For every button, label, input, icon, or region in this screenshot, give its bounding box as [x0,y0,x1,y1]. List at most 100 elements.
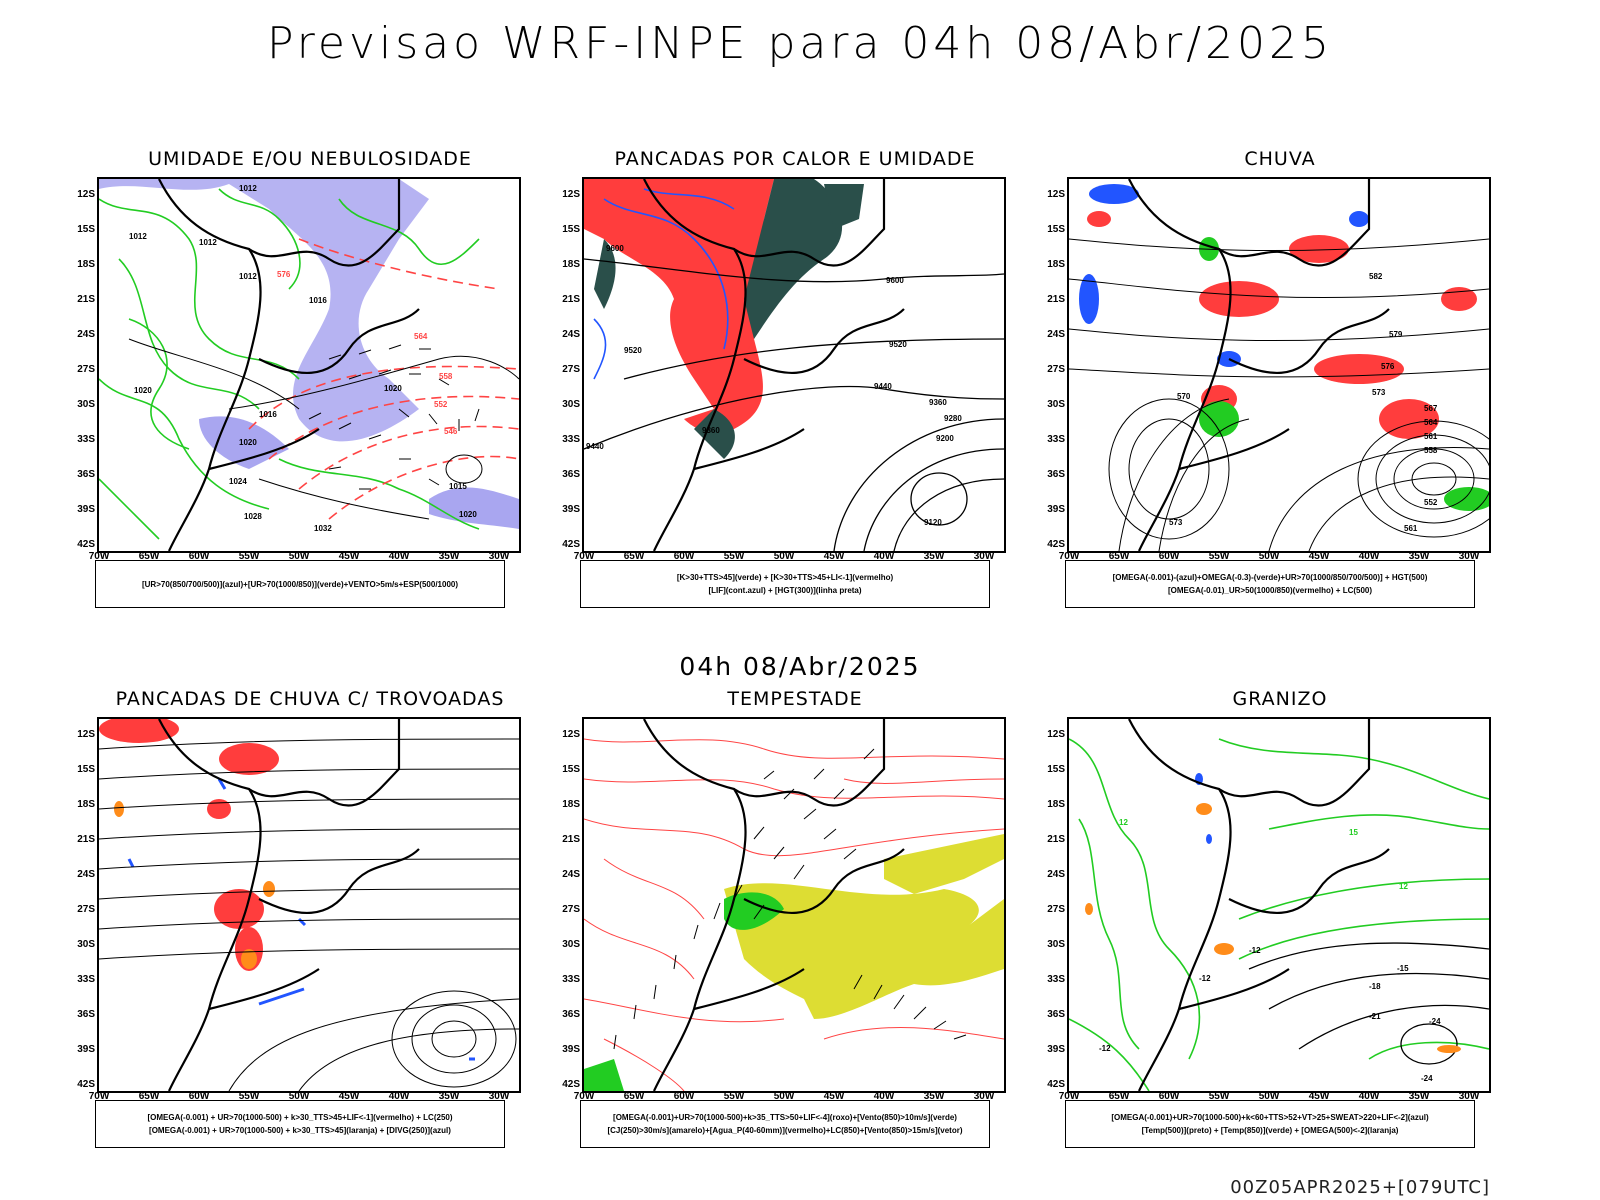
x-tick-label: 65W [1108,1091,1130,1102]
borders [1128,179,1390,551]
x-tick-label: 60W [673,551,695,562]
darkgreen-area-4 [824,184,864,229]
map-chuva: 582 579 576 573 570 567 564 561 558 552 … [1067,177,1491,553]
legend-tempestade: [OMEGA(-0.001)+UR>70(1000-500)+k>35_TTS>… [580,1100,990,1148]
lif-contours [593,188,735,380]
contour-label: 15 [1349,828,1358,837]
x-tick-label: 60W [673,1091,695,1102]
x-tick-label: 50W [288,1091,310,1102]
contour-label: 9520 [889,340,907,349]
y-tick-label: 15S [562,764,580,775]
x-tick-label: 40W [873,551,895,562]
y-tick-label: 15S [562,224,580,235]
legend-line: [OMEGA(-0.001) + UR>70(1000-500) + k>30_… [147,1113,453,1122]
red-contours [584,738,1004,1091]
borders [158,179,420,551]
blue-rain-patches [1079,184,1369,367]
run-info: 00Z05APR2025+[079UTC] [1230,1177,1490,1198]
x-tick-label: 35W [438,551,460,562]
legend-granizo: [OMEGA(-0.001)+UR>70(1000-500)+k<60+TTS>… [1065,1100,1475,1148]
contour-label: 1012 [239,184,257,193]
contour-label: 9600 [606,244,624,253]
y-tick-label: 42S [77,539,95,550]
y-tick-label: 21S [562,834,580,845]
x-tick-label: 45W [1308,551,1330,562]
y-tick-label: 39S [77,504,95,515]
x-tick-label: 55W [723,1091,745,1102]
y-tick-label: 39S [1047,1044,1065,1055]
panel-title: PANCADAS POR CALOR E UMIDADE [614,148,976,170]
y-tick-label: 24S [77,869,95,880]
contour-label: -18 [1369,982,1381,991]
map-tempestade-graphic [584,719,1004,1091]
contour-label: 567 [1424,404,1438,413]
panel-pancadas-trovoadas: PANCADAS DE CHUVA C/ TROVOADAS [77,688,525,1158]
contour-label: 558 [1424,446,1438,455]
panel-title: UMIDADE E/OU NEBULOSIDADE [148,148,472,170]
x-tick-label: 30W [1458,1091,1480,1102]
x-tick-label: 45W [338,551,360,562]
contour-label: 576 [1381,362,1395,371]
x-tick-label: 30W [973,1091,995,1102]
panel-pancadas-calor: PANCADAS POR CALOR E UMIDADE [562,148,1010,618]
x-tick-label: 70W [88,1091,110,1102]
y-tick-label: 27S [77,904,95,915]
contour-label: 1020 [459,510,477,519]
legend-line: [LIF](cont.azul) + [HGT(300)](linha pret… [708,586,862,595]
panel-chuva: CHUVA [1047,148,1495,618]
contour-label: 1016 [309,296,327,305]
y-tick-label: 15S [77,764,95,775]
contour-label: 9200 [936,434,954,443]
red-area [584,179,774,409]
y-tick-label: 42S [562,1079,580,1090]
contour-label: 546 [444,427,458,436]
panel-title: TEMPESTADE [727,688,863,710]
map-granizo: -12 -12 -15 -18 -21 -24 -24 -12 12 15 12 [1067,717,1491,1093]
x-tick-label: 55W [1208,551,1230,562]
y-tick-label: 24S [562,329,580,340]
contour-label: 579 [1389,330,1403,339]
panel-title: CHUVA [1244,148,1316,170]
red-area-2 [684,339,763,434]
y-tick-label: 27S [1047,364,1065,375]
y-tick-label: 39S [77,1044,95,1055]
wind-arrows [308,344,480,490]
legend-line: [K>30+TTS>45](verde) + [K>30+TTS>45+LI<-… [676,573,894,582]
map-umidade: 1012 1012 1012 1012 1016 1020 1020 1024 … [97,177,521,553]
borders [643,719,905,1091]
x-tick-label: 30W [973,551,995,562]
y-tick-label: 24S [77,329,95,340]
omega-patches [1085,803,1461,1053]
y-tick-label: 42S [1047,539,1065,550]
legend-line: [OMEGA(-0.001) + UR>70(1000-500) + k>30_… [149,1126,451,1135]
y-tick-label: 27S [562,904,580,915]
x-tick-label: 50W [288,551,310,562]
wind-vectors [613,748,967,1050]
green-contours [99,188,480,540]
contour-label: 1012 [129,232,147,241]
x-tick-label: 45W [338,1091,360,1102]
y-tick-label: 33S [77,974,95,985]
contour-label: 1028 [244,512,262,521]
y-tick-label: 15S [1047,764,1065,775]
x-tick-label: 45W [1308,1091,1330,1102]
y-tick-label: 12S [1047,189,1065,200]
contour-label: 12 [1119,818,1128,827]
streamlines [99,738,519,1091]
panel-title: GRANIZO [1232,688,1328,710]
x-tick-label: 45W [823,551,845,562]
contour-label: 9120 [924,518,942,527]
red-dashed-contours [248,238,519,520]
panel-umidade: UMIDADE E/OU NEBULOSIDADE [77,148,525,618]
x-tick-label: 35W [438,1091,460,1102]
x-tick-label: 70W [1058,1091,1080,1102]
x-tick-label: 50W [773,1091,795,1102]
x-tick-label: 70W [1058,551,1080,562]
y-tick-label: 36S [77,1009,95,1020]
borders [158,719,420,1091]
y-tick-label: 30S [77,399,95,410]
x-tick-label: 55W [723,551,745,562]
y-tick-label: 36S [77,469,95,480]
x-tick-label: 65W [138,551,160,562]
y-tick-label: 27S [77,364,95,375]
